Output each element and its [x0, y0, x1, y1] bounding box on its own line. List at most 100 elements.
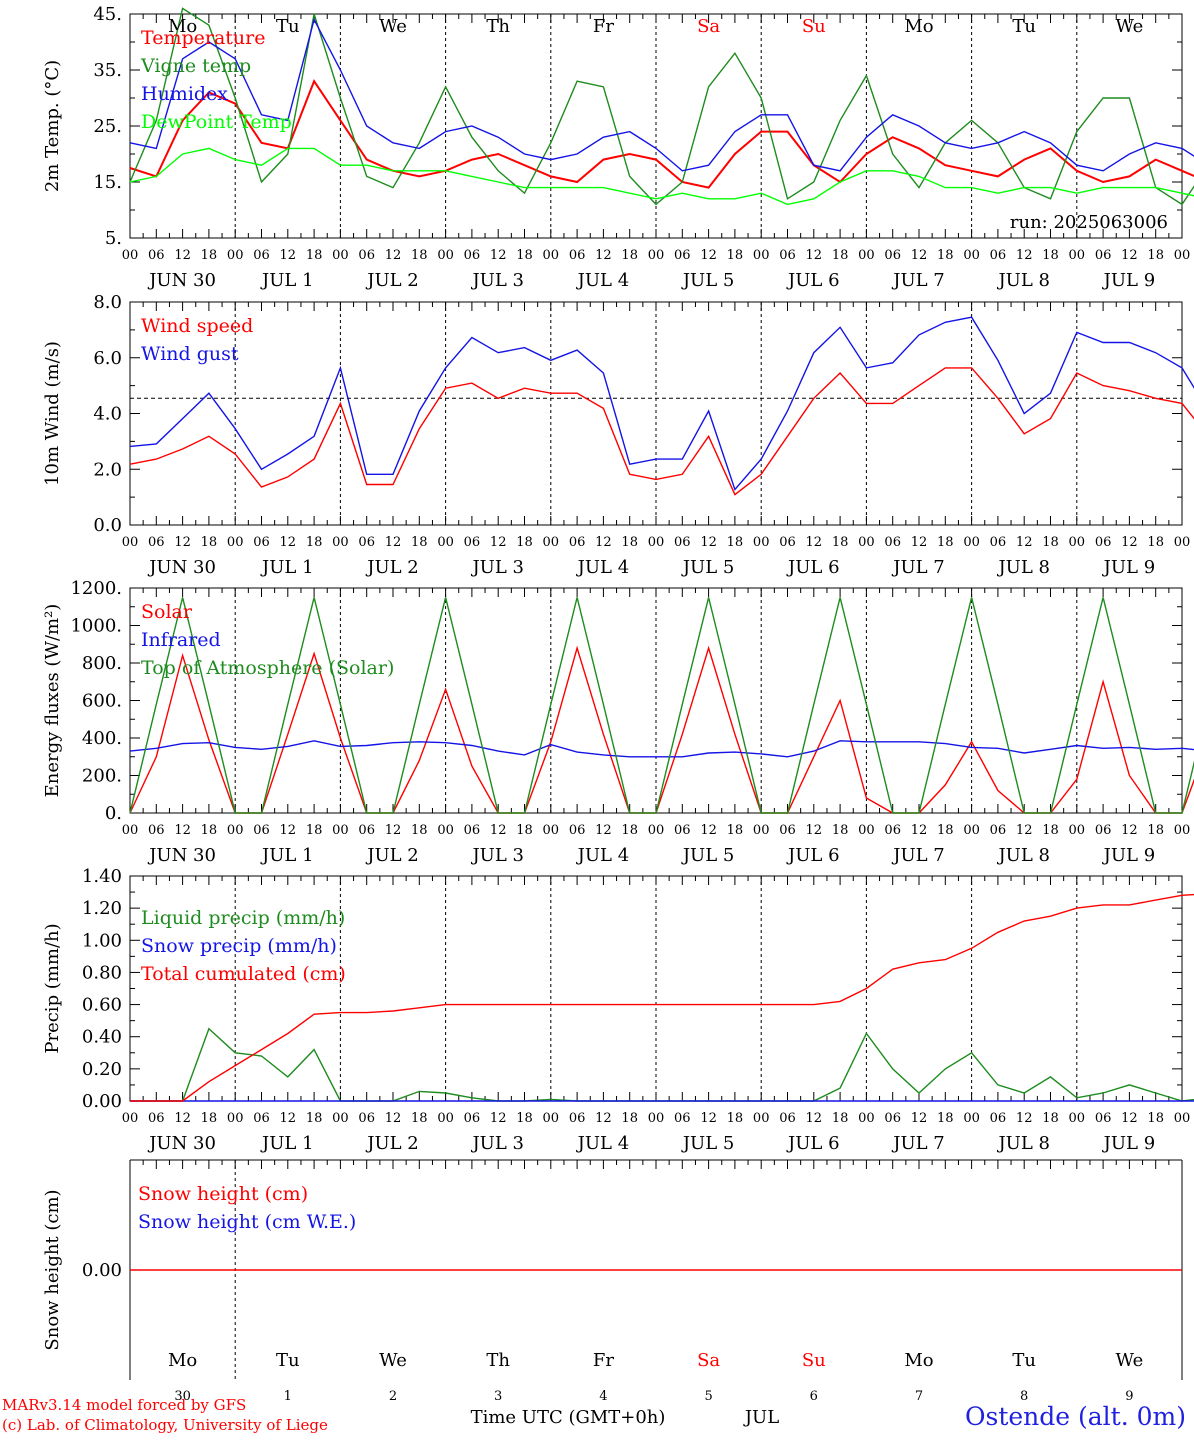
day-of-week-label: Th: [486, 16, 510, 37]
hour-tick-label: 00: [543, 1111, 560, 1126]
hour-tick-label: 00: [1069, 535, 1086, 550]
date-label: JUL 8: [996, 1133, 1050, 1154]
hour-tick-label: 18: [201, 1111, 218, 1126]
hour-tick-label: 18: [621, 248, 638, 263]
hour-tick-label: 18: [411, 823, 428, 838]
hour-tick-label: 18: [516, 823, 533, 838]
hour-tick-label: 12: [806, 248, 823, 263]
hour-tick-label: 06: [148, 823, 165, 838]
day-of-week-label: Th: [486, 1350, 510, 1371]
y-axis-title: Snow height (cm): [42, 1189, 63, 1350]
hour-tick-label: 18: [937, 1111, 954, 1126]
hour-tick-label: 12: [174, 248, 191, 263]
hour-tick-label: 06: [358, 1111, 375, 1126]
date-label: JUL 4: [576, 557, 630, 578]
date-label: JUL 2: [365, 270, 419, 291]
hour-tick-label: 00: [122, 535, 139, 550]
y-tick-label: 1000.: [70, 616, 122, 637]
hour-tick-label: 06: [779, 1111, 796, 1126]
legend-top-of-atmosphere-solar: Top of Atmosphere (Solar): [141, 657, 394, 679]
y-tick-label: 0.00: [82, 1260, 122, 1281]
hour-tick-label: 18: [832, 823, 849, 838]
date-label: JUL 6: [786, 270, 840, 291]
series-total-cumulated-cm: [130, 893, 1194, 1102]
hour-tick-label: 06: [358, 823, 375, 838]
date-label: JUL 8: [996, 845, 1050, 866]
legend-humidex: Humidex: [141, 83, 228, 105]
hour-tick-label: 18: [201, 823, 218, 838]
hour-tick-label: 06: [358, 248, 375, 263]
hour-tick-label: 00: [648, 248, 665, 263]
hour-tick-label: 06: [148, 535, 165, 550]
hour-tick-label: 00: [648, 823, 665, 838]
hour-tick-label: 12: [911, 823, 928, 838]
hour-tick-label: 06: [884, 823, 901, 838]
y-tick-label: 1.40: [82, 866, 122, 887]
hour-tick-label: 00: [1069, 248, 1086, 263]
hour-tick-label: 12: [1121, 823, 1138, 838]
hour-tick-label: 06: [1095, 1111, 1112, 1126]
hour-tick-label: 00: [437, 823, 454, 838]
hour-tick-label: 06: [569, 823, 586, 838]
hour-tick-label: 12: [595, 248, 612, 263]
chart-layer: 5. 15. 25. 35. 45. 2m Temp. (°C) Temperature Vi…: [42, 4, 1194, 1428]
hour-tick-label: 18: [306, 535, 323, 550]
date-label: JUL 9: [1102, 557, 1156, 578]
date-label: JUL 5: [681, 845, 735, 866]
y-tick-label: 0.40: [82, 1027, 122, 1048]
series-infrared: [129, 740, 1194, 758]
date-label: JUL 7: [891, 845, 945, 866]
day-of-week-label: Su: [802, 1350, 826, 1371]
day-of-week-label: Sa: [697, 16, 720, 37]
series-humidex: [129, 17, 1194, 172]
date-label: JUL 1: [260, 1133, 314, 1154]
hour-tick-label: 12: [911, 535, 928, 550]
legend-snow-height-cm: Snow height (cm): [138, 1183, 308, 1205]
hour-tick-label: 18: [937, 248, 954, 263]
hour-tick-label: 06: [569, 535, 586, 550]
date-label: JUL 9: [1102, 270, 1156, 291]
hour-tick-label: 12: [280, 1111, 297, 1126]
date-label: JUL 1: [260, 270, 314, 291]
y-axis-title: Energy fluxes (W/m²): [42, 604, 63, 798]
hour-tick-label: 12: [700, 823, 717, 838]
hour-tick-label: 12: [1121, 535, 1138, 550]
date-label: JUL 8: [996, 557, 1050, 578]
hour-tick-label: 06: [464, 535, 481, 550]
hour-tick-label: 06: [990, 1111, 1007, 1126]
day-of-week-label: Sa: [697, 1350, 720, 1371]
hour-tick-label: 06: [464, 1111, 481, 1126]
hour-tick-label: 00: [332, 823, 349, 838]
date-label: JUL 1: [260, 845, 314, 866]
hour-tick-label: 18: [306, 248, 323, 263]
day-of-week-label: Fr: [593, 16, 614, 37]
x-axis-title: Time UTC (GMT+0h): [471, 1407, 666, 1428]
y-tick-label: 0.80: [82, 962, 122, 983]
hour-tick-label: 18: [1042, 535, 1059, 550]
hour-tick-label: 00: [227, 1111, 244, 1126]
series-top-of-atmosphere-solar: [129, 597, 1194, 814]
date-label: JUL 6: [786, 845, 840, 866]
hour-tick-label: 18: [411, 1111, 428, 1126]
hour-tick-label: 06: [779, 823, 796, 838]
hour-tick-label: 06: [253, 535, 270, 550]
date-label: JUL 2: [365, 845, 419, 866]
day-number-label: 8: [1020, 1389, 1028, 1404]
legend-snow-precip-mm-h: Snow precip (mm/h): [141, 935, 337, 957]
hour-tick-label: 06: [674, 1111, 691, 1126]
hour-tick-label: 00: [858, 248, 875, 263]
date-label: JUL 8: [996, 270, 1050, 291]
hour-tick-label: 18: [516, 1111, 533, 1126]
hour-tick-label: 00: [858, 535, 875, 550]
y-tick-label: 1.00: [82, 930, 122, 951]
hour-tick-label: 18: [1147, 248, 1164, 263]
date-label: JUN 30: [147, 270, 216, 291]
hour-tick-label: 06: [253, 1111, 270, 1126]
hour-tick-label: 12: [385, 535, 402, 550]
hour-tick-label: 12: [1016, 1111, 1033, 1126]
hour-tick-label: 00: [1174, 248, 1191, 263]
hour-tick-label: 18: [832, 535, 849, 550]
hour-tick-label: 12: [490, 248, 507, 263]
hour-tick-label: 18: [306, 1111, 323, 1126]
hour-tick-label: 12: [490, 823, 507, 838]
